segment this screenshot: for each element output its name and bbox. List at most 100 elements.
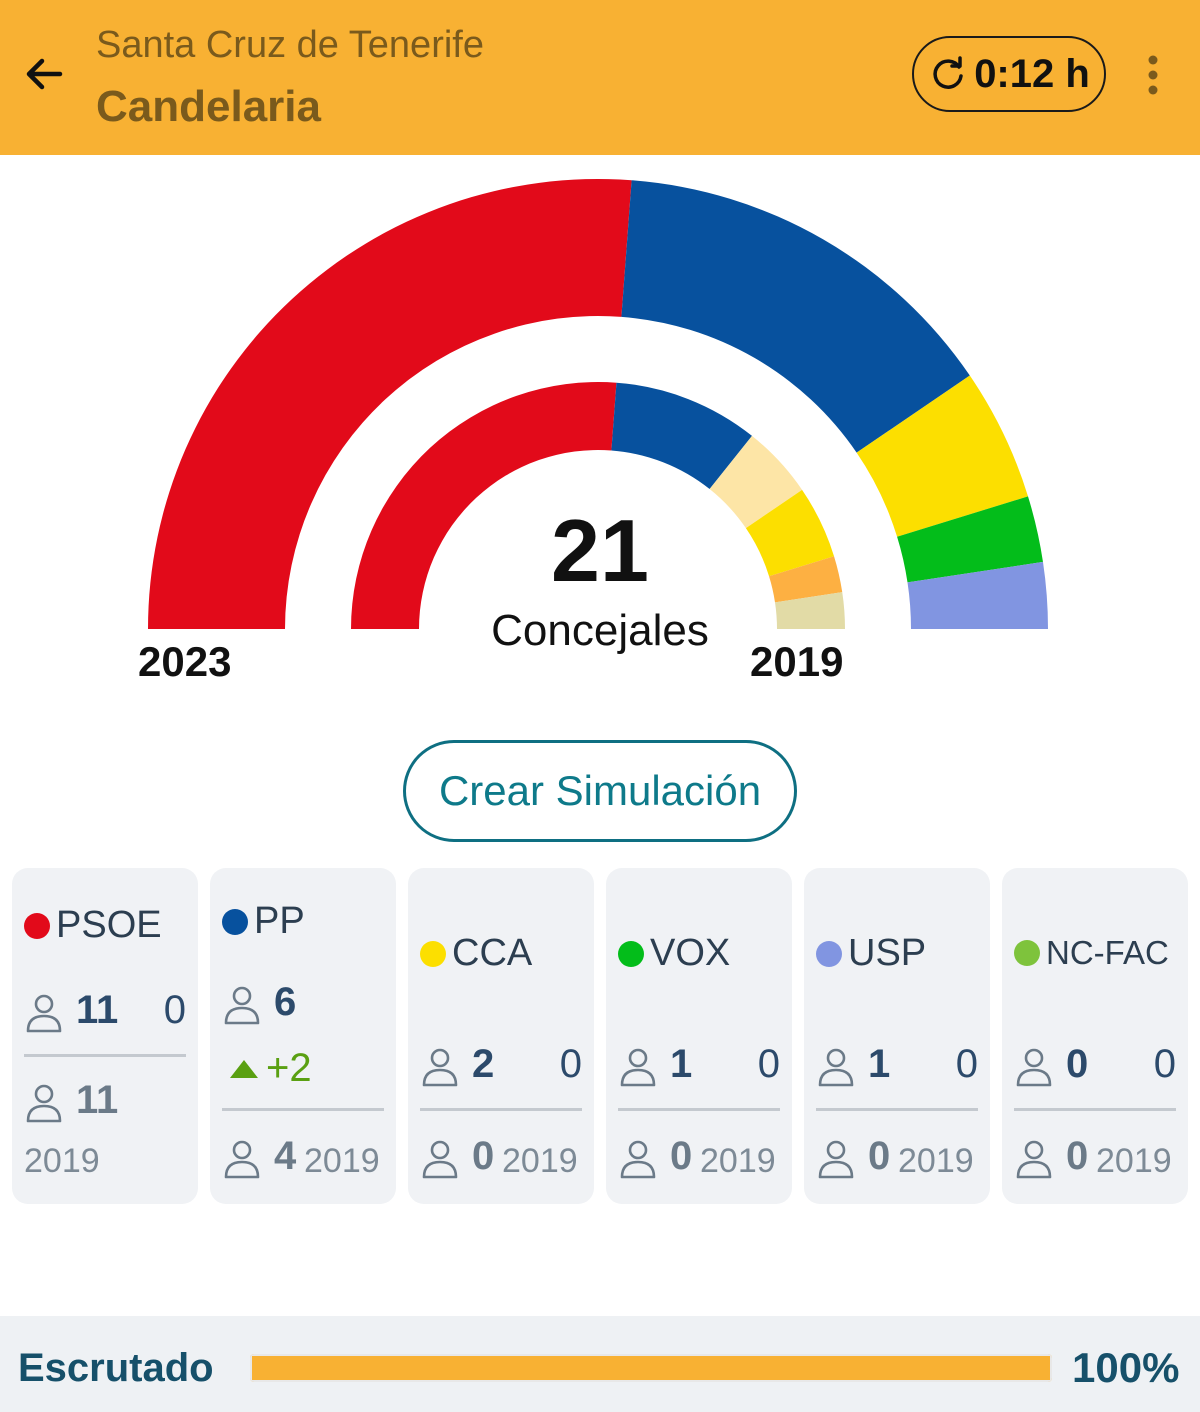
total-seats: 21	[551, 501, 649, 600]
prev-seats-row: 0	[1014, 1134, 1178, 1182]
party-name: PSOE	[56, 904, 162, 946]
party-name: PP	[254, 900, 305, 942]
party-card-cca[interactable]: CCA 2 0 0 2019	[408, 868, 594, 1204]
party-color-dot	[816, 940, 842, 967]
party-color-dot	[420, 940, 446, 967]
prev-seats-row: 0	[618, 1134, 782, 1182]
party-label: PP	[222, 900, 305, 943]
party-label: VOX	[618, 932, 730, 975]
seats-2023-segment-3	[897, 496, 1043, 583]
seats-row: 6	[222, 980, 386, 1028]
prev-year: 2019	[24, 1142, 100, 1180]
more-vertical-icon[interactable]	[1138, 52, 1168, 98]
person-icon	[1016, 1140, 1052, 1179]
arrow-left-icon[interactable]	[20, 50, 68, 98]
prev-year: 2019	[700, 1142, 776, 1180]
municipality-title: Candelaria	[96, 82, 321, 131]
seats-count: 0	[1066, 1042, 1089, 1086]
seats-2019-segment-1	[611, 382, 753, 490]
party-name: CCA	[452, 932, 533, 974]
seats-2023-segment-1	[621, 180, 970, 453]
person-icon	[818, 1140, 854, 1179]
party-name: VOX	[650, 932, 731, 974]
person-icon	[26, 1084, 62, 1123]
seats-count: 2	[472, 1042, 495, 1086]
seat-change: 0	[559, 1042, 582, 1086]
seats-row: 1 0	[816, 1042, 980, 1090]
seats-row: 1 0	[618, 1042, 782, 1090]
person-icon	[26, 994, 62, 1033]
party-label: PSOE	[24, 904, 162, 947]
person-icon	[422, 1048, 458, 1087]
prev-seats-row: 4	[222, 1134, 386, 1182]
divider	[618, 1108, 780, 1111]
seats-2019-segment-3	[745, 489, 835, 577]
seats-count: 6	[274, 980, 297, 1024]
person-icon	[422, 1140, 458, 1179]
prev-year: 2019	[898, 1142, 974, 1180]
party-label: USP	[816, 932, 926, 975]
prev-seats-count: 0	[1066, 1134, 1089, 1178]
divider	[816, 1108, 978, 1111]
refresh-icon	[933, 56, 963, 89]
party-label: NC-FAC	[1014, 934, 1169, 972]
party-color-dot	[222, 908, 248, 935]
seat-change: 0	[955, 1042, 978, 1086]
divider	[24, 1054, 186, 1057]
scrutiny-progress-fill	[250, 1354, 1052, 1382]
party-card-pp[interactable]: PP 6 +2 4 2019	[210, 868, 396, 1204]
seat-change: 0	[1153, 1042, 1176, 1086]
seats-row: 11 0	[24, 988, 188, 1036]
person-icon	[224, 986, 260, 1025]
hemicycle-chart	[148, 178, 1048, 629]
scrutiny-label: Escrutado	[18, 1346, 214, 1390]
prev-seats-count: 0	[670, 1134, 693, 1178]
seats-2023-segment-2	[856, 375, 1029, 537]
scrutiny-progress-track	[250, 1354, 1052, 1382]
refresh-button[interactable]: 0:12 h	[912, 36, 1106, 112]
party-card-psoe[interactable]: PSOE 11 0 11 2019	[12, 868, 198, 1204]
province-title: Santa Cruz de Tenerife	[96, 24, 484, 66]
party-color-dot	[24, 912, 50, 939]
seats-2019-segment-2	[709, 435, 803, 529]
total-seats-label: Concejales	[491, 606, 709, 655]
arrow-up-icon	[230, 1059, 258, 1078]
seats-2019-segment-4	[769, 556, 843, 603]
seat-gain-value: +2	[266, 1046, 312, 1090]
seat-gain: +2	[228, 1046, 312, 1091]
outer-ring-year: 2023	[138, 638, 232, 685]
prev-year: 2019	[1096, 1142, 1172, 1180]
prev-seats-count: 0	[868, 1134, 891, 1178]
seats-count: 1	[868, 1042, 891, 1086]
seats-row: 2 0	[420, 1042, 584, 1090]
party-card-usp[interactable]: USP 1 0 0 2019	[804, 868, 990, 1204]
person-icon	[620, 1048, 656, 1087]
party-color-dot	[1014, 940, 1040, 966]
party-name: USP	[848, 932, 927, 974]
party-card-vox[interactable]: VOX 1 0 0 2019	[606, 868, 792, 1204]
party-card-nc-fac[interactable]: NC-FAC 0 0 0 2019	[1002, 868, 1188, 1204]
person-icon	[224, 1140, 260, 1179]
seats-row: 0 0	[1014, 1042, 1178, 1090]
divider	[1014, 1108, 1176, 1111]
inner-ring-year: 2019	[750, 638, 844, 685]
person-icon	[1016, 1048, 1052, 1087]
seats-count: 11	[76, 988, 119, 1032]
prev-year: 2019	[502, 1142, 578, 1180]
person-icon	[818, 1048, 854, 1087]
prev-seats-count: 4	[274, 1134, 297, 1178]
scrutiny-bar: Escrutado 100%	[0, 1316, 1200, 1412]
party-color-dot	[618, 940, 644, 967]
party-name: NC-FAC	[1046, 934, 1169, 971]
refresh-time: 0:12 h	[974, 51, 1090, 96]
person-icon	[620, 1140, 656, 1179]
seat-change: 0	[757, 1042, 780, 1086]
create-simulation-button[interactable]: Crear Simulación	[403, 740, 797, 842]
divider	[222, 1108, 384, 1111]
party-cards: PSOE 11 0 11 2019 PP 6 +2 4	[12, 868, 1188, 1204]
seats-2019-segment-5	[775, 592, 845, 629]
prev-seats-row: 0	[816, 1134, 980, 1182]
app-bar: Santa Cruz de Tenerife Candelaria 0:12 h	[0, 0, 1200, 155]
party-label: CCA	[420, 932, 532, 975]
seat-change: 0	[163, 988, 186, 1032]
